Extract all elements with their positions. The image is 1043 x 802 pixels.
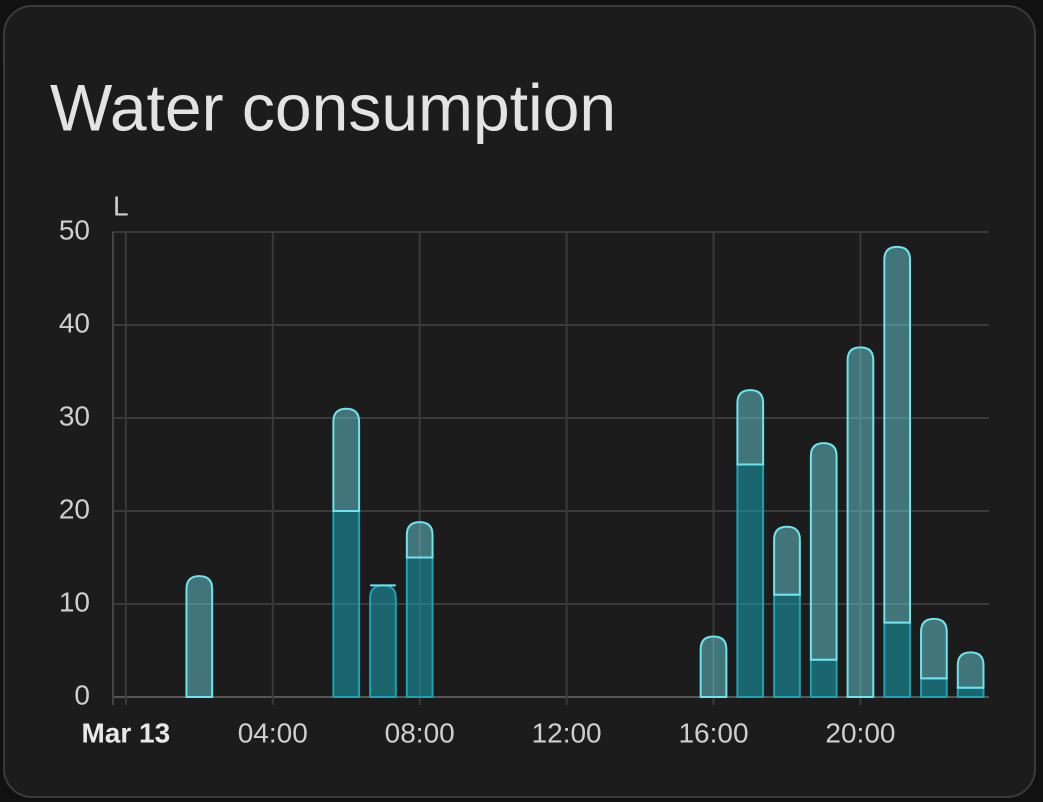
x-tick-label: 04:00 <box>238 717 308 748</box>
y-tick-label: 0 <box>74 679 90 710</box>
bar-segment <box>369 584 397 698</box>
y-tick-label: 40 <box>59 307 90 338</box>
x-tick-label: 16:00 <box>678 717 748 748</box>
bar-segment <box>773 525 801 596</box>
x-tick-label: 20:00 <box>825 717 895 748</box>
bar-segment <box>736 463 765 698</box>
bar-segment <box>809 442 838 661</box>
bar-segment <box>846 346 875 698</box>
bar-segment <box>332 510 361 698</box>
bar-segment <box>920 677 948 698</box>
y-unit: L <box>113 190 129 221</box>
bar-segment <box>736 389 765 466</box>
x-tick-label: 08:00 <box>385 717 455 748</box>
bar-segment <box>956 651 985 689</box>
bar-segment <box>405 521 434 559</box>
y-tick-label: 10 <box>59 586 90 617</box>
y-tick-label: 50 <box>59 214 90 245</box>
bar-segment <box>920 617 948 680</box>
y-tick-label: 30 <box>59 400 90 431</box>
chart-title: Water consumption <box>50 70 616 144</box>
bar-segment <box>773 593 801 698</box>
bar-segment <box>185 575 214 698</box>
bar-segment <box>405 556 434 698</box>
bar-segment <box>699 635 728 698</box>
x-tick-label: 12:00 <box>532 717 602 748</box>
bar-segment <box>883 245 912 624</box>
y-tick-label: 20 <box>59 493 90 524</box>
x-tick-label: Mar 13 <box>81 717 170 748</box>
bar-segment <box>883 621 912 698</box>
bar-segment <box>956 686 985 698</box>
bar-segment <box>809 658 838 698</box>
bar-segment <box>332 407 361 512</box>
